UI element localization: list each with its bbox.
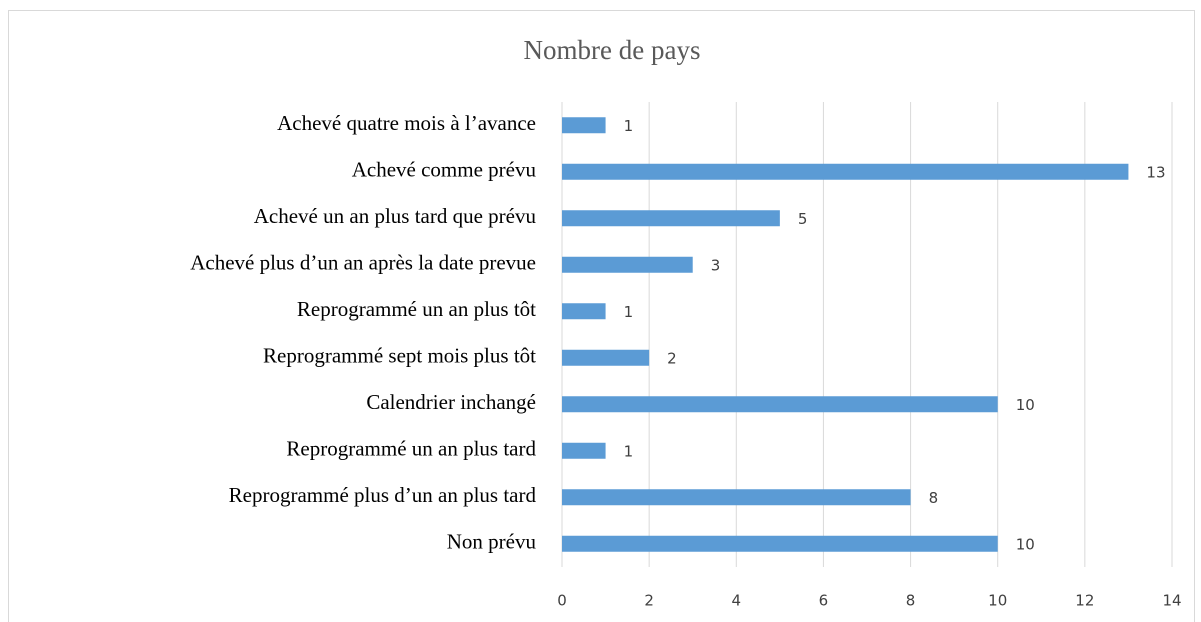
- data-label: 8: [929, 489, 939, 507]
- y-tick-label: Achevé comme prévu: [352, 158, 537, 182]
- data-label: 1: [624, 117, 634, 135]
- x-tick-label: 4: [732, 592, 742, 610]
- bar: [562, 256, 693, 273]
- data-label: 13: [1146, 163, 1165, 181]
- bar: [562, 163, 1129, 180]
- bar: [562, 489, 911, 506]
- bar: [562, 303, 606, 320]
- bar: [562, 442, 606, 459]
- y-tick-label: Achevé un an plus tard que prévu: [254, 204, 537, 228]
- y-tick-label: Reprogrammé un an plus tôt: [297, 297, 536, 321]
- x-tick-label: 14: [1162, 592, 1181, 610]
- y-tick-label: Achevé quatre mois à l’avance: [277, 111, 536, 135]
- y-tick-label: Reprogrammé sept mois plus tôt: [263, 344, 536, 368]
- chart-title: Nombre de pays: [524, 35, 701, 65]
- y-tick-label: Reprogrammé un an plus tard: [286, 437, 536, 461]
- data-label: 5: [798, 210, 808, 228]
- bar: [562, 210, 780, 227]
- data-label: 2: [667, 349, 677, 367]
- x-tick-label: 10: [988, 592, 1007, 610]
- data-label: 1: [624, 303, 634, 321]
- y-tick-label: Reprogrammé plus d’un an plus tard: [229, 483, 537, 507]
- x-tick-label: 8: [906, 592, 916, 610]
- x-tick-label: 2: [644, 592, 654, 610]
- bar: [562, 349, 650, 366]
- data-label: 1: [624, 442, 634, 460]
- x-tick-label: 6: [819, 592, 829, 610]
- bar: [562, 535, 998, 552]
- y-tick-label: Achevé plus d’un an après la date prevue: [190, 251, 536, 275]
- bar: [562, 117, 606, 134]
- data-label: 10: [1016, 396, 1035, 414]
- data-label: 10: [1016, 535, 1035, 553]
- data-label: 3: [711, 256, 721, 274]
- x-tick-label: 12: [1075, 592, 1094, 610]
- bar: [562, 396, 998, 413]
- x-tick-label: 0: [557, 592, 567, 610]
- y-tick-label: Non prévu: [447, 530, 537, 554]
- y-tick-label: Calendrier inchangé: [366, 390, 536, 414]
